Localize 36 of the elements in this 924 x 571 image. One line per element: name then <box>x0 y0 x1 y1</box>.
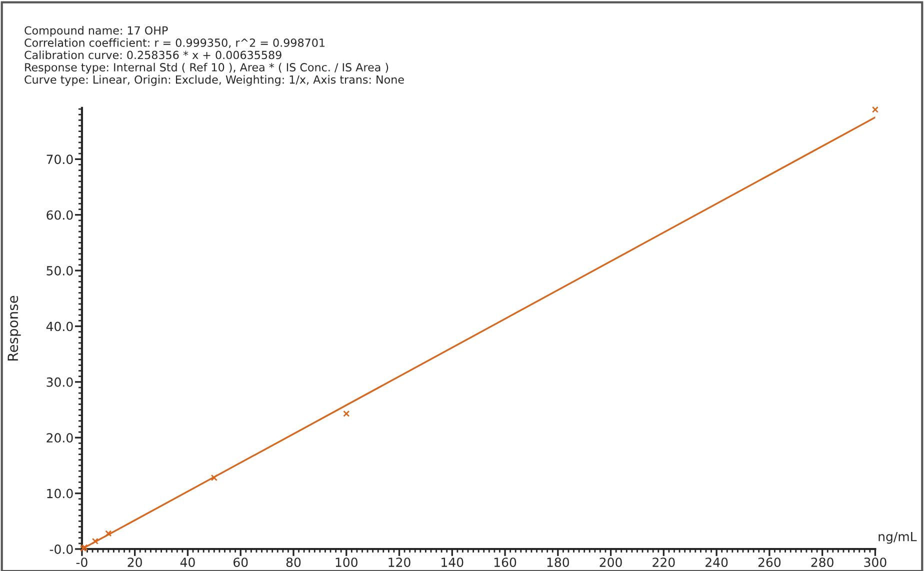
x-tick-label: 160 <box>494 558 516 568</box>
x-tick-label: 100 <box>336 558 358 568</box>
x-tick-label: 20 <box>128 558 142 568</box>
y-tick-label: 70.0 <box>46 154 73 164</box>
y-tick-label: 50.0 <box>46 266 73 276</box>
y-tick-label: 10.0 <box>47 488 73 498</box>
point <box>210 474 218 482</box>
x-tick-label: 60 <box>234 558 248 568</box>
text: Compound name: 17 OHP <box>24 26 168 37</box>
x-tick-label: 260 <box>758 558 781 568</box>
text: Correlation coefficient: r = 0.999350, r^2 = 0.998701 <box>24 38 325 48</box>
x-tick-label: -0 <box>76 558 88 568</box>
x-tick-label: 140 <box>442 558 464 568</box>
y-axis-title: Response <box>8 296 21 360</box>
point <box>872 106 879 113</box>
y-tick-label: 60.0 <box>46 210 73 220</box>
x-tick-label: 240 <box>706 558 728 568</box>
y-tick-label: 40.0 <box>46 322 73 332</box>
x-tick-label: 300 <box>864 558 886 568</box>
point <box>105 530 112 537</box>
text: Curve type: Linear, Origin: Exclude, Weighting: 1/x, Axis trans: None <box>24 75 404 86</box>
x-axis-title: ng/mL <box>878 532 917 544</box>
x-tick-label: 80 <box>286 558 301 568</box>
x-tick-label: 220 <box>652 558 675 568</box>
x-tick-label: 40 <box>180 558 195 568</box>
y-tick-label: 20.0 <box>46 433 73 443</box>
x-tick-label: 280 <box>811 558 834 568</box>
point <box>92 538 98 545</box>
text: Calibration curve: 0.258356 * x + 0.00635589 <box>24 50 282 60</box>
y-tick-label: -0.0 <box>50 544 73 554</box>
x-tick-label: 180 <box>547 558 570 568</box>
y-tick-label: 30.0 <box>46 377 73 387</box>
point <box>343 410 350 417</box>
x-tick-label: 200 <box>600 558 622 568</box>
x-tick-label: 120 <box>388 558 410 568</box>
text: Response type: Internal Std ( Ref 10 ), Area * ( IS Conc. / IS Area ) <box>25 62 388 74</box>
